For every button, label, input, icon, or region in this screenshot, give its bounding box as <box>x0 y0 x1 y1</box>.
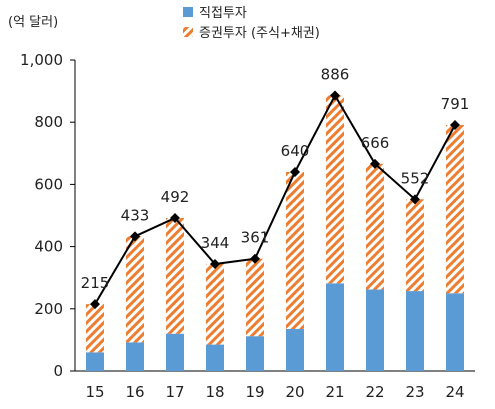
x-tick-label: 15 <box>85 383 104 401</box>
y-tick-label: 1,000 <box>20 51 63 69</box>
bar-portfolio-investment <box>126 236 144 343</box>
y-tick-label: 0 <box>53 362 63 380</box>
bar-direct-investment <box>246 336 264 371</box>
legend-swatch-portfolio <box>183 27 193 37</box>
total-marker <box>370 158 380 169</box>
bar-portfolio-investment <box>406 199 424 292</box>
bar-direct-investment <box>366 289 384 371</box>
legend: 직접투자 증권투자 (주식+채권) <box>183 6 320 41</box>
legend-label-portfolio: 증권투자 (주식+채권) <box>199 26 320 41</box>
bar-direct-investment <box>446 293 464 371</box>
total-value-label: 552 <box>401 169 430 187</box>
total-value-label: 666 <box>361 134 390 152</box>
total-value-label: 215 <box>81 274 110 292</box>
x-tick-label: 21 <box>325 383 344 401</box>
total-value-label: 433 <box>121 206 150 224</box>
x-tick-label: 20 <box>285 383 304 401</box>
total-line <box>94 93 456 305</box>
bar-direct-investment <box>86 352 104 371</box>
bar-portfolio-investment <box>206 264 224 345</box>
total-marker <box>450 119 460 130</box>
bar-direct-investment <box>126 342 144 371</box>
bar-direct-investment <box>206 344 224 371</box>
total-value-label: 791 <box>441 95 470 113</box>
x-tick-label: 24 <box>445 383 464 401</box>
x-tick-label: 17 <box>165 383 184 401</box>
total-marker <box>410 194 420 205</box>
total-marker <box>290 166 300 177</box>
total-value-label: 361 <box>241 229 270 247</box>
legend-label-direct: 직접투자 <box>199 6 247 21</box>
bars <box>86 95 464 371</box>
bar-direct-investment <box>326 283 344 371</box>
bar-portfolio-investment <box>166 217 184 334</box>
bar-portfolio-investment <box>246 258 264 337</box>
x-tick-label: 16 <box>125 383 144 401</box>
y-tick-label: 800 <box>34 113 63 131</box>
bar-portfolio-investment <box>86 304 104 353</box>
total-labels: 215 433 492 344 361 640 886 666 552 791 <box>81 65 470 292</box>
bar-portfolio-investment <box>326 95 344 284</box>
bar-portfolio-investment <box>366 163 384 290</box>
total-value-label: 640 <box>281 142 310 160</box>
bar-portfolio-investment <box>286 171 304 330</box>
y-tick-label: 400 <box>34 238 63 256</box>
bar-direct-investment <box>166 333 184 371</box>
total-marker <box>90 299 100 310</box>
legend-swatch-direct <box>183 7 193 17</box>
bar-direct-investment <box>406 291 424 371</box>
total-marker <box>210 259 220 270</box>
total-marker <box>170 212 180 223</box>
total-marker <box>250 253 260 264</box>
bar-portfolio-investment <box>446 124 464 294</box>
x-axis: 15 16 17 18 19 20 21 22 23 24 <box>75 370 475 401</box>
total-marker <box>330 90 340 101</box>
y-tick-label: 200 <box>34 300 63 318</box>
total-value-label: 344 <box>201 234 230 252</box>
y-tick-label: 600 <box>34 175 63 193</box>
bar-direct-investment <box>286 329 304 371</box>
total-marker <box>130 231 140 242</box>
x-tick-label: 19 <box>245 383 264 401</box>
y-axis: 0 200 400 600 800 1,000 <box>20 51 76 380</box>
x-tick-label: 18 <box>205 383 224 401</box>
total-value-label: 886 <box>321 65 350 83</box>
y-unit-label: (억 달러) <box>8 15 58 30</box>
total-value-label: 492 <box>161 188 190 206</box>
x-tick-label: 23 <box>405 383 424 401</box>
total-line-layer <box>90 90 460 310</box>
x-tick-label: 22 <box>365 383 384 401</box>
